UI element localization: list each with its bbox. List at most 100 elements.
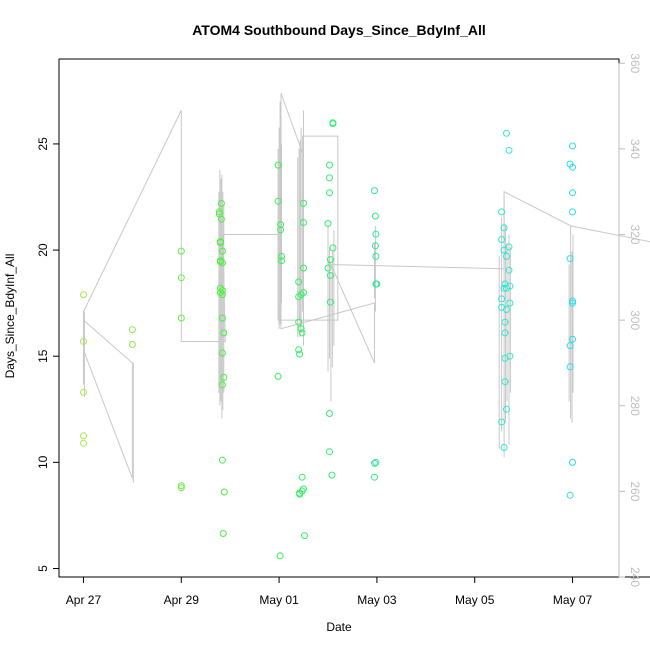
data-point-103 (505, 146, 513, 154)
data-point-21 (217, 215, 225, 223)
y-tick-label-1: 10 (36, 455, 50, 469)
data-point-42 (295, 278, 303, 286)
data-point-76 (372, 230, 380, 238)
data-point-60 (324, 220, 332, 227)
data-point-111 (566, 342, 574, 350)
data-point-85 (498, 236, 506, 243)
data-point-40 (278, 257, 285, 265)
data-point-96 (501, 378, 509, 386)
y2-tick-label-6: 360 (628, 53, 642, 73)
data-point-38 (277, 226, 285, 234)
data-point-41 (276, 552, 284, 560)
data-point-33 (219, 530, 227, 537)
data-point-70 (328, 471, 336, 479)
data-point-89 (500, 224, 508, 232)
data-point-52 (298, 473, 306, 481)
data-point-106 (506, 282, 514, 290)
data-point-68 (326, 410, 333, 417)
data-point-113 (566, 491, 574, 499)
data-point-78 (372, 252, 380, 260)
data-point-94 (501, 329, 509, 337)
y-tick-label-3: 20 (36, 243, 50, 257)
data-point-6 (128, 341, 136, 348)
y2-tick-label-3: 300 (628, 310, 642, 330)
data-point-3 (80, 432, 87, 440)
data-point-28 (218, 381, 226, 389)
data-points (80, 119, 576, 560)
data-point-72 (329, 120, 337, 128)
data-point-9 (177, 314, 185, 322)
data-point-10 (177, 482, 185, 490)
data-point-45 (295, 346, 303, 354)
data-point-57 (300, 289, 307, 296)
y-tick-label-4: 25 (36, 137, 50, 151)
y2-tick-label-4: 320 (628, 225, 642, 245)
data-point-2 (80, 388, 87, 396)
chart-title: ATOM4 Southbound Days_Since_BdyInf_All (192, 22, 486, 38)
data-point-104 (505, 243, 513, 251)
data-point-66 (326, 272, 334, 279)
data-point-83 (371, 473, 378, 481)
data-point-24 (218, 286, 226, 294)
y-tick-label-0: 5 (36, 565, 50, 572)
data-point-0 (80, 291, 87, 299)
data-point-22 (218, 247, 226, 255)
data-point-77 (371, 242, 379, 250)
data-point-18 (216, 284, 224, 292)
data-point-101 (503, 306, 510, 313)
data-point-11 (177, 484, 185, 492)
data-point-102 (503, 405, 510, 413)
data-point-34 (274, 161, 282, 169)
data-point-99 (503, 252, 510, 260)
y2-tick-label-5: 340 (628, 139, 642, 159)
data-point-20 (217, 199, 225, 207)
data-point-62 (326, 161, 333, 169)
data-point-5 (128, 326, 136, 334)
data-point-44 (295, 318, 303, 326)
data-point-93 (501, 318, 509, 326)
data-point-88 (498, 418, 506, 426)
data-point-118 (569, 297, 576, 305)
x-axis-label: Date (326, 620, 352, 634)
data-point-31 (220, 373, 228, 381)
y2-tick-label-1: 260 (628, 481, 642, 501)
data-point-67 (326, 298, 334, 306)
data-point-80 (373, 280, 381, 288)
x-tick-label-4: May 05 (455, 593, 495, 607)
data-point-105 (505, 266, 513, 274)
data-point-55 (300, 219, 307, 226)
data-point-37 (277, 221, 285, 229)
x-tick-label-2: May 01 (259, 593, 299, 607)
data-point-23 (218, 259, 226, 267)
data-point-56 (300, 264, 307, 272)
data-point-86 (498, 295, 506, 303)
data-point-32 (220, 488, 228, 496)
x-tick-label-0: Apr 27 (66, 593, 102, 607)
data-point-90 (500, 246, 508, 254)
data-point-15 (216, 239, 224, 247)
data-point-1 (80, 337, 87, 345)
data-point-114 (569, 142, 576, 150)
data-point-97 (500, 444, 508, 451)
data-point-39 (278, 252, 285, 260)
data-point-108 (506, 352, 514, 360)
data-point-36 (274, 372, 282, 380)
data-point-50 (297, 325, 305, 333)
data-point-107 (506, 299, 514, 307)
data-point-120 (569, 335, 576, 343)
data-point-25 (218, 291, 226, 299)
data-point-119 (569, 299, 576, 307)
data-point-51 (298, 329, 306, 337)
data-point-116 (569, 189, 576, 197)
data-point-43 (295, 293, 303, 301)
data-point-121 (569, 458, 576, 466)
data-point-84 (498, 208, 506, 216)
data-point-73 (329, 244, 337, 252)
y2-axis: 240 260 280 300 320 340 360 (618, 53, 642, 587)
data-point-59 (301, 532, 308, 540)
x-tick-label-1: Apr 29 (164, 593, 200, 607)
data-point-46 (296, 350, 304, 358)
data-point-65 (326, 256, 334, 264)
